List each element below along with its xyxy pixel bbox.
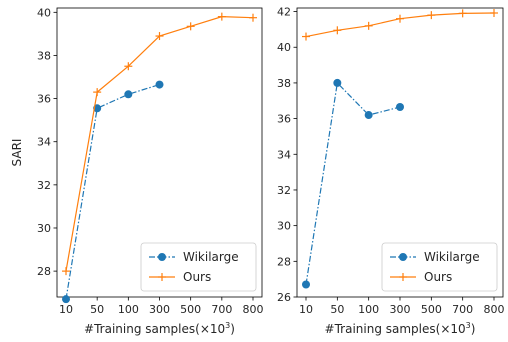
x-tick-label: 700 [452, 303, 473, 316]
chart-panel-2: 26 28 30 32 34 36 38 40 42 10 50 100 300 500 700 800 #Tr… [277, 6, 505, 336]
x-tick-label: 800 [484, 303, 505, 316]
legend-label: Wikilarge [424, 250, 480, 264]
x-tick-label: 700 [211, 303, 232, 316]
data-point-wikilarge [333, 78, 342, 87]
y-tick-label: 28 [277, 255, 291, 268]
x-axis-label-superscript: 3 [225, 321, 230, 330]
legend: Wikilarge Ours [381, 242, 498, 292]
y-tick-label: 34 [37, 136, 51, 149]
x-axis-label-text: #Training samples(×10 [325, 322, 466, 336]
data-point-ours [427, 11, 436, 20]
data-point-ours [396, 14, 404, 23]
data-point-ours [93, 88, 102, 97]
legend-swatch-marker [158, 253, 166, 261]
x-tick-label: 300 [149, 303, 170, 316]
data-point-wikilarge [124, 90, 133, 99]
data-point-wikilarge [302, 280, 310, 289]
y-tick-label: 30 [37, 222, 51, 235]
y-tick-label: 38 [37, 49, 51, 62]
legend-box [381, 242, 498, 292]
y-tick-label: 28 [37, 265, 51, 278]
x-tick-label: 50 [90, 303, 104, 316]
data-point-ours [186, 22, 195, 31]
data-point-ours [364, 21, 373, 30]
y-tick-label: 32 [37, 179, 51, 192]
y-tick-label: 42 [277, 6, 291, 19]
x-axis-label-text: #Training samples(×10 [84, 322, 225, 336]
legend-label: Ours [183, 270, 211, 284]
y-tick-label: 38 [277, 77, 291, 90]
y-tick-label: 32 [277, 184, 291, 197]
x-tick-label: 800 [243, 303, 264, 316]
data-point-wikilarge [155, 80, 164, 89]
y-tick-label: 40 [277, 41, 291, 54]
x-tick-label: 500 [421, 303, 442, 316]
data-point-ours [333, 26, 342, 35]
x-tick-label: 300 [390, 303, 411, 316]
data-point-ours [302, 32, 310, 41]
x-axis-label-tail: ) [471, 322, 476, 336]
y-axis-label: SARI [10, 139, 24, 167]
x-tick-label: 100 [358, 303, 379, 316]
series-line-ours [65, 16, 254, 272]
x-axis-label: #Training samples(×103) [325, 321, 476, 336]
legend-label: Ours [424, 270, 452, 284]
y-tick-label: 34 [277, 148, 291, 161]
legend-swatch-marker [399, 253, 407, 261]
y-tick-label: 36 [37, 93, 51, 106]
data-point-ours [490, 8, 498, 17]
x-tick-label: 50 [330, 303, 344, 316]
x-axis-label: #Training samples(×103) [84, 321, 235, 336]
data-point-wikilarge [62, 295, 70, 304]
x-axis-label-superscript: 3 [466, 321, 471, 330]
data-point-ours [217, 12, 226, 21]
data-point-ours [124, 62, 133, 71]
x-tick-label: 10 [299, 303, 313, 316]
legend-label: Wikilarge [183, 250, 239, 264]
data-point-ours [249, 13, 257, 22]
chart-panel-1: 28 30 32 34 36 38 40 10 50 100 300 500 700 800 #Traini… [10, 6, 264, 336]
x-axis-label-tail: ) [230, 322, 235, 336]
series-line-wikilarge [65, 83, 160, 300]
y-tick-label: 40 [37, 6, 51, 19]
y-tick-label: 36 [277, 113, 291, 126]
y-tick-label: 30 [277, 220, 291, 233]
x-tick-label: 10 [59, 303, 73, 316]
data-point-ours [155, 32, 164, 41]
y-tick-label: 26 [277, 291, 291, 304]
series-line-wikilarge [305, 81, 401, 285]
data-point-wikilarge [396, 103, 404, 112]
data-point-ours [62, 267, 70, 276]
x-tick-label: 500 [180, 303, 201, 316]
x-tick-label: 100 [118, 303, 139, 316]
legend-box [140, 242, 257, 292]
data-point-wikilarge [364, 111, 373, 120]
data-point-ours [458, 9, 467, 18]
legend: Wikilarge Ours [140, 242, 257, 292]
